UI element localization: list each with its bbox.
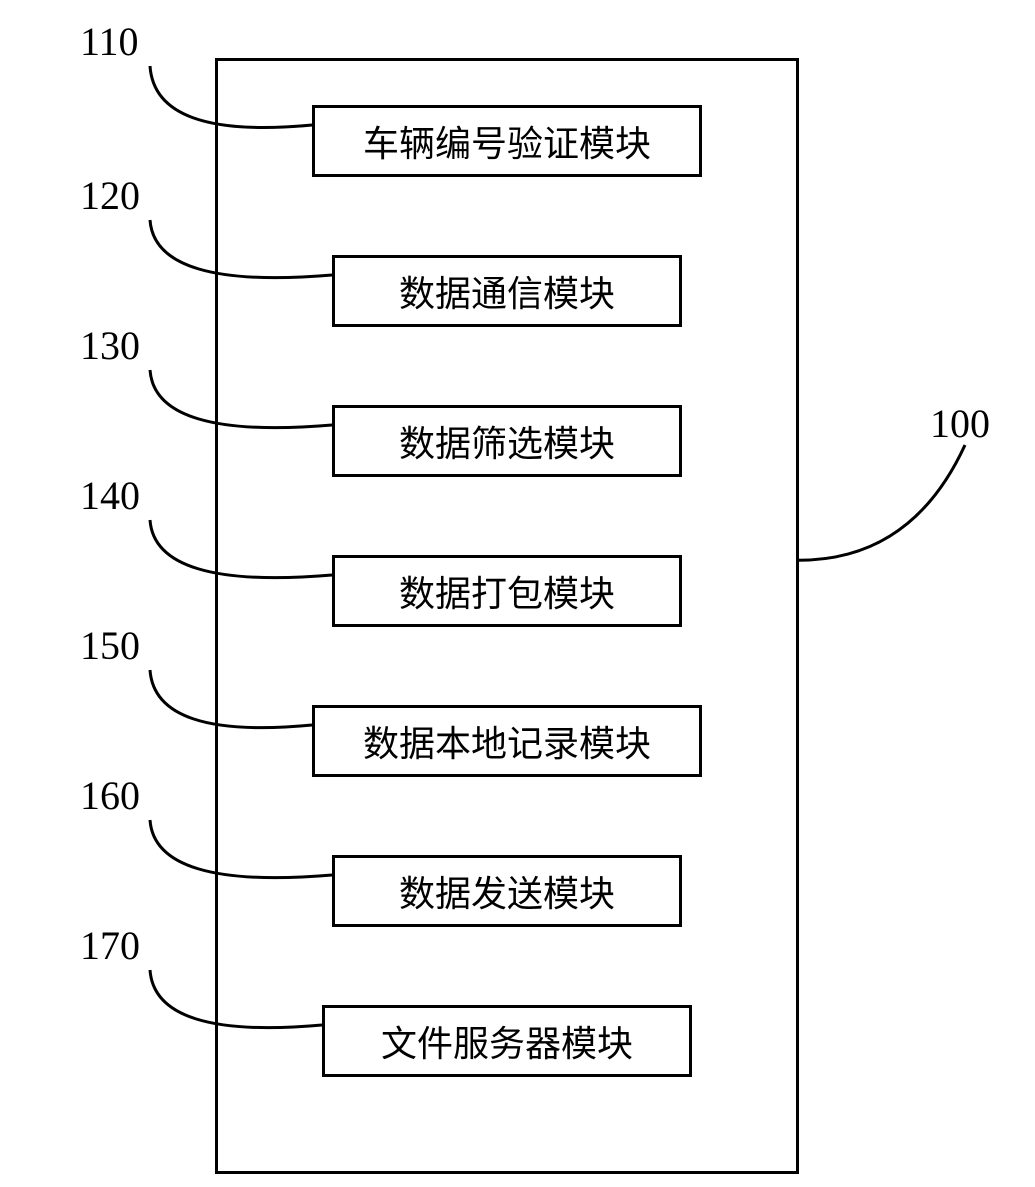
module-label: 数据筛选模块 bbox=[399, 415, 615, 467]
module-label: 数据发送模块 bbox=[399, 865, 615, 917]
module-box: 数据打包模块 bbox=[332, 555, 682, 627]
module-label: 数据通信模块 bbox=[399, 265, 615, 317]
module-ref-number: 130 bbox=[80, 322, 140, 369]
module-box: 数据本地记录模块 bbox=[312, 705, 702, 777]
container-ref-number: 100 bbox=[930, 400, 990, 447]
module-ref-number: 160 bbox=[80, 772, 140, 819]
module-ref-number: 140 bbox=[80, 472, 140, 519]
module-ref-number: 120 bbox=[80, 172, 140, 219]
module-box: 车辆编号验证模块 bbox=[312, 105, 702, 177]
module-label: 车辆编号验证模块 bbox=[363, 115, 651, 167]
module-ref-number: 110 bbox=[80, 18, 139, 65]
module-ref-number: 150 bbox=[80, 622, 140, 669]
module-box: 数据通信模块 bbox=[332, 255, 682, 327]
container-leader bbox=[789, 435, 975, 570]
module-label: 文件服务器模块 bbox=[381, 1015, 633, 1067]
module-box: 数据发送模块 bbox=[332, 855, 682, 927]
module-label: 数据打包模块 bbox=[399, 565, 615, 617]
module-box: 文件服务器模块 bbox=[322, 1005, 692, 1077]
module-box: 数据筛选模块 bbox=[332, 405, 682, 477]
module-label: 数据本地记录模块 bbox=[363, 715, 651, 767]
module-ref-number: 170 bbox=[80, 922, 140, 969]
